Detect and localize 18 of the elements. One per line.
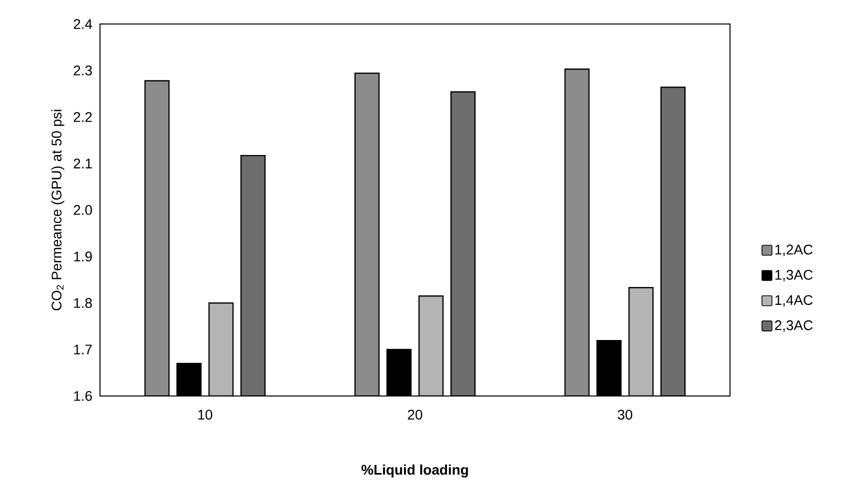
legend-label: 1,4AC xyxy=(775,295,813,307)
y-tick-label: 2.0 xyxy=(74,205,92,215)
legend-label: 1,3AC xyxy=(775,270,813,282)
x-axis-title: %Liquid loading xyxy=(362,464,468,478)
y-tick-label: 2.3 xyxy=(74,66,92,76)
y-tick-label: 2.4 xyxy=(74,19,92,29)
y-tick-label: 1.9 xyxy=(74,252,92,262)
y-tick-label: 2.1 xyxy=(74,158,92,168)
x-tick-label: 10 xyxy=(198,410,212,420)
y-axis-title: CO$_{2}$ Permeance (GPU) at 50 psi xyxy=(51,110,64,310)
legend-label: 2,3AC xyxy=(775,320,813,332)
legend-label: 1,2AC xyxy=(775,244,813,256)
y-tick-label: 2.2 xyxy=(74,112,92,122)
y-tick-label: 1.6 xyxy=(74,391,92,401)
y-tick-label: 1.7 xyxy=(74,344,92,354)
y-tick-label: 1.8 xyxy=(74,298,92,308)
x-tick-label: 30 xyxy=(618,410,632,420)
x-tick-label: 20 xyxy=(408,410,422,420)
